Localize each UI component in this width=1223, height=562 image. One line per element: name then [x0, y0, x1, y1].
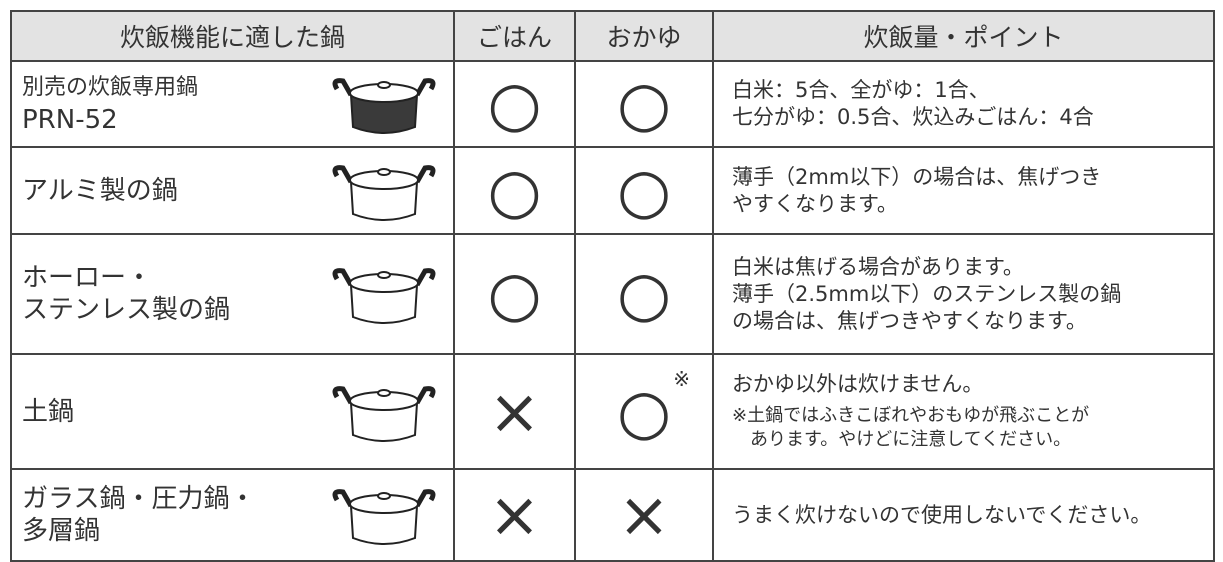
points-note: あります。やけどに注意してください。	[750, 429, 1072, 450]
points-note: ※土鍋ではふきこぼれやおもゆが飛ぶことが	[732, 405, 1090, 426]
pot-icon	[332, 489, 436, 545]
header-cell: 炊飯機能に適した鍋	[10, 10, 455, 62]
pot-name: ガラス鍋・圧力鍋・	[22, 484, 256, 514]
rice-mark: ×	[488, 374, 541, 448]
table-wrap: 炊飯機能に適した鍋 ごはん おかゆ 炊飯量・ポイント 別売の炊飯専用鍋 PRN-5…	[10, 10, 1215, 562]
pot-name: 別売の炊飯専用鍋	[22, 75, 199, 100]
points-line: うまく炊けないので使用しないでください。	[732, 502, 1152, 527]
pot-name-cell: ガラス鍋・圧力鍋・ 多層鍋	[10, 468, 455, 562]
rice-mark: ○	[487, 257, 542, 330]
table-body: 別売の炊飯専用鍋 PRN-52 ○ ○ 白米：5合、全がゆ：1合、七分がゆ：0.5合、…	[10, 60, 1215, 562]
table-row: アルミ製の鍋 ○ ○ 薄手（2mm以下）の場合は、焦げつき やすくなります。	[10, 146, 1215, 235]
rice-cell: ○	[453, 146, 576, 235]
porridge-cell: ○ ※	[574, 353, 714, 470]
points-line: 七分がゆ：0.5合、炊込みごはん：4合	[732, 105, 1094, 129]
pot-name: 土鍋	[22, 396, 75, 427]
porridge-footnote-mark: ※	[673, 367, 690, 391]
rice-cell: ×	[453, 353, 576, 470]
table-row: ガラス鍋・圧力鍋・ 多層鍋 × × うまく炊けないので使用しないでください。	[10, 468, 1215, 562]
points-line: 薄手（2mm以下）の場合は、焦げつき	[732, 164, 1102, 189]
points-cell: おかゆ以外は炊けません。 ※土鍋ではふきこぼれやおもゆが飛ぶことが あります。やけど…	[712, 353, 1215, 470]
points-cell: うまく炊けないので使用しないでください。	[712, 468, 1215, 562]
pot-icon	[332, 78, 436, 134]
points-cell: 薄手（2mm以下）の場合は、焦げつき やすくなります。	[712, 146, 1215, 235]
pot-name-cell: 別売の炊飯専用鍋 PRN-52	[10, 60, 455, 148]
pot-name: ステンレス製の鍋	[22, 295, 231, 325]
points-line: やすくなります。	[732, 191, 898, 216]
rice-mark: ○	[487, 153, 542, 227]
porridge-mark: ○	[616, 257, 672, 330]
pot-name-cell: 土鍋	[10, 353, 455, 470]
table-row: 別売の炊飯専用鍋 PRN-52 ○ ○ 白米：5合、全がゆ：1合、七分がゆ：0.5合、…	[10, 60, 1215, 148]
porridge-mark: ○	[616, 67, 672, 140]
pot-name-cell: アルミ製の鍋	[10, 146, 455, 235]
points-cell: 白米は焦げる場合があります。 薄手（2.5mm以下）のステンレス製の鍋 の場合は、焦…	[712, 233, 1215, 355]
porridge-cell: ○	[574, 60, 714, 148]
table-row: ホーロー・ ステンレス製の鍋 ○ ○ 白米は焦げる場合があります。 薄手（2.5mm以下…	[10, 233, 1215, 355]
points-line: 薄手（2.5mm以下）のステンレス製の鍋	[732, 281, 1122, 306]
rice-cell: ○	[453, 60, 576, 148]
header-cell: 炊飯量・ポイント	[712, 10, 1215, 62]
porridge-mark: ○	[616, 153, 672, 227]
points-line: おかゆ以外は炊けません。	[732, 372, 984, 396]
pot-name-cell: ホーロー・ ステンレス製の鍋	[10, 233, 455, 355]
header-cell: ごはん	[453, 10, 576, 62]
points-line: 白米は焦げる場合があります。	[732, 254, 1024, 279]
porridge-cell: ×	[574, 468, 714, 562]
pot-name: PRN-52	[22, 105, 118, 135]
pot-icon	[332, 268, 436, 324]
points-line: 白米：5合、全がゆ：1合、	[732, 78, 990, 102]
rice-mark: ○	[487, 67, 542, 140]
pot-name: 多層鍋	[22, 516, 101, 546]
pot-name: アルミ製の鍋	[22, 175, 178, 206]
pot-icon	[332, 164, 436, 221]
header-cell: おかゆ	[574, 10, 714, 62]
porridge-cell: ○	[574, 146, 714, 235]
rice-cell: ×	[453, 468, 576, 562]
table-row: 土鍋 × ○ ※ おかゆ以外は炊けません。 ※土鍋ではふきこぼれやおもゆが飛ぶことが あり…	[10, 353, 1215, 470]
points-cell: 白米：5合、全がゆ：1合、七分がゆ：0.5合、炊込みごはん：4合	[712, 60, 1215, 148]
header-row: 炊飯機能に適した鍋 ごはん おかゆ 炊飯量・ポイント	[10, 10, 1215, 62]
points-line: の場合は、焦げつきやすくなります。	[732, 308, 1087, 333]
pot-name: ホーロー・	[22, 263, 153, 293]
rice-mark: ×	[488, 478, 541, 551]
porridge-mark: ×	[618, 478, 670, 551]
porridge-cell: ○	[574, 233, 714, 355]
pot-icon	[332, 385, 436, 442]
pot-table: 炊飯機能に適した鍋 ごはん おかゆ 炊飯量・ポイント 別売の炊飯専用鍋 PRN-5…	[10, 10, 1215, 562]
porridge-mark: ○	[616, 374, 672, 448]
rice-cell: ○	[453, 233, 576, 355]
